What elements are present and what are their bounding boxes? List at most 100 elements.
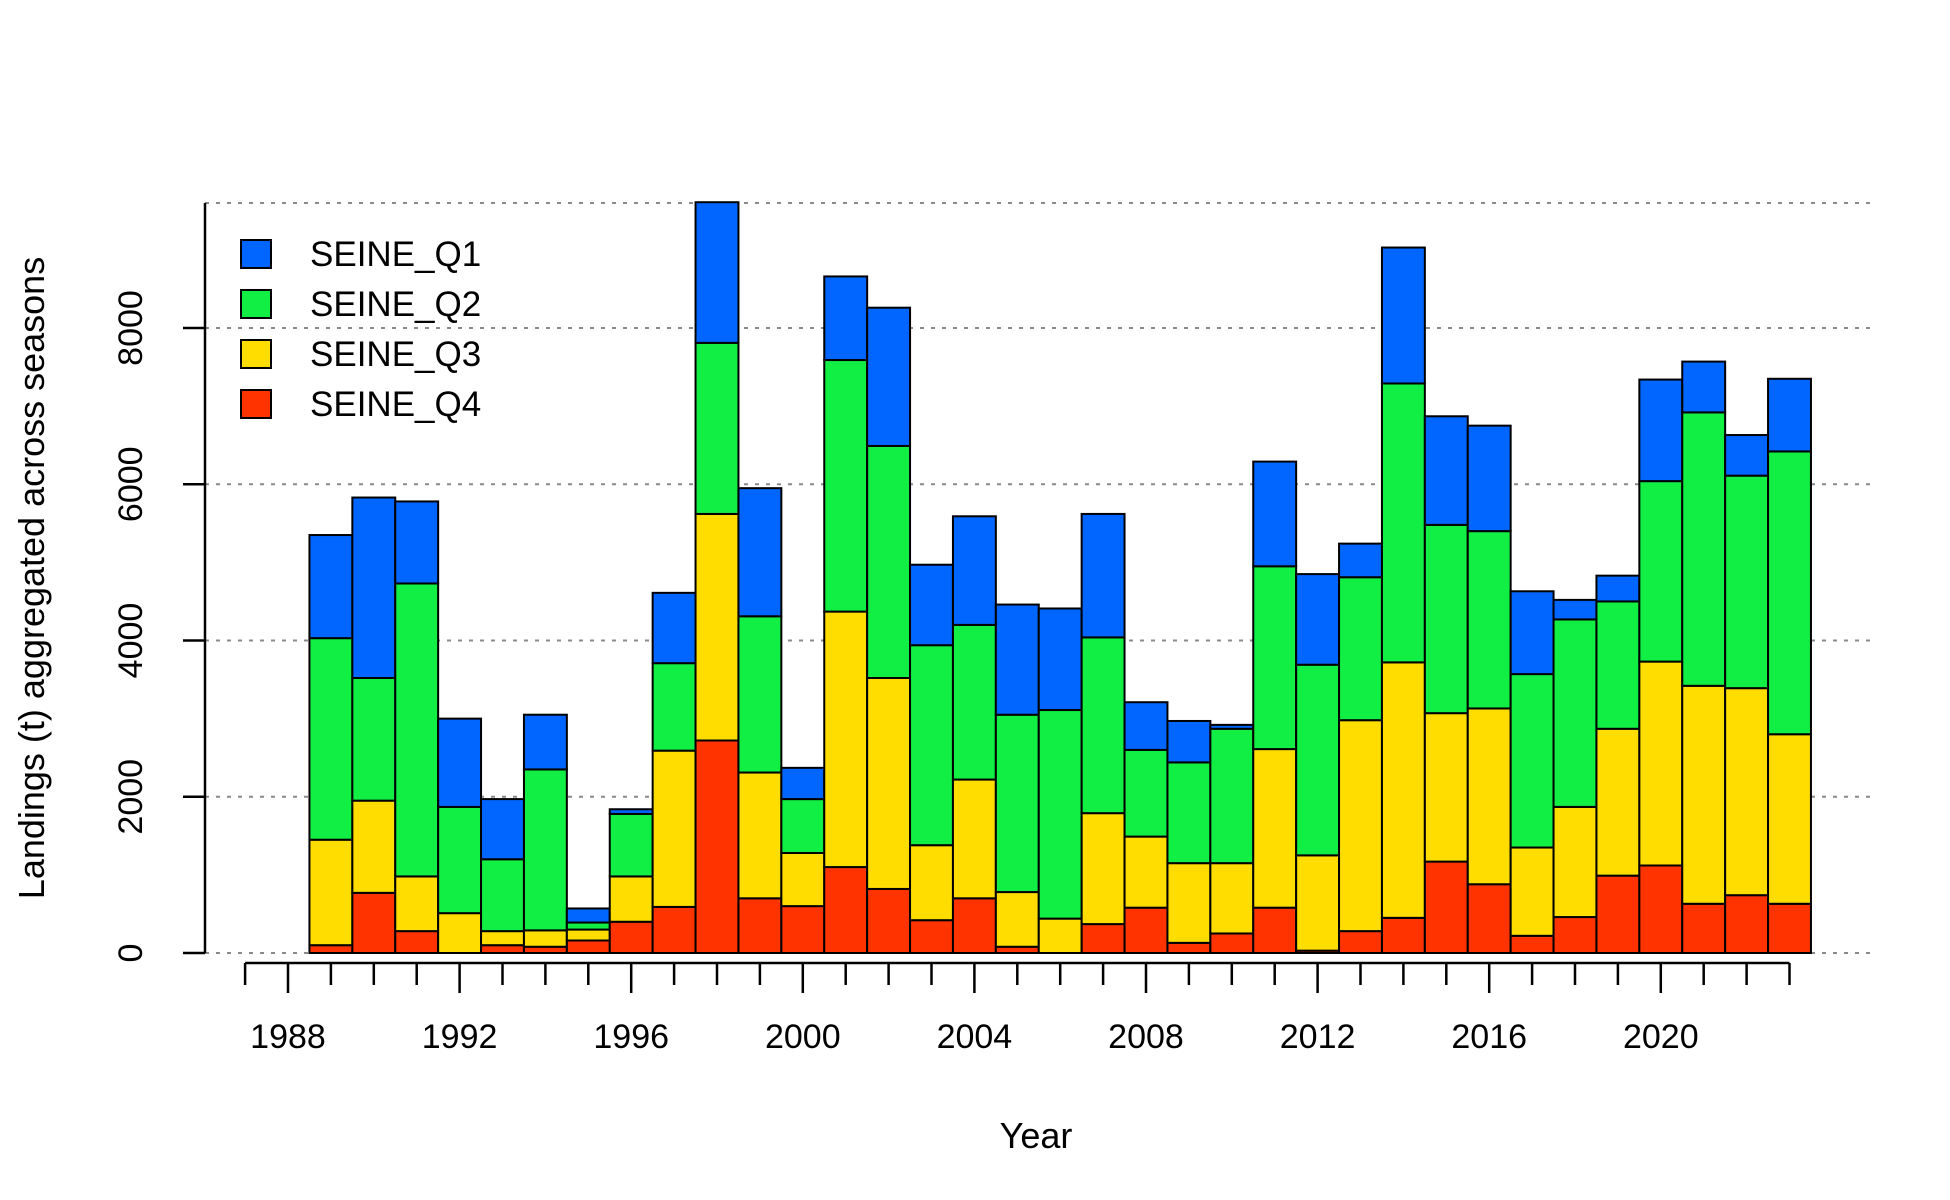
bar-seine_q4-2000 [780, 905, 826, 954]
bar-seine_q4-1997 [651, 905, 697, 954]
bar-seine_q4-1993 [480, 944, 525, 954]
bar-seine_q4-1989 [308, 944, 354, 954]
x-tick-label-2008: 2008 [1108, 1018, 1184, 1056]
bar-seine_q2-2017 [1509, 673, 1555, 849]
bar-seine_q2-1999 [737, 615, 783, 774]
bar-seine_q3-2010 [1209, 862, 1255, 935]
bar-seine_q1-2007 [1080, 512, 1126, 639]
bar-seine_q1-2014 [1380, 246, 1426, 385]
bar-seine_q3-2023 [1767, 733, 1812, 905]
bar-seine_q1-2021 [1681, 360, 1727, 414]
bar-seine_q2-2001 [823, 359, 869, 613]
bar-seine_q3-2012 [1295, 854, 1341, 952]
bar-seine_q3-2003 [909, 844, 954, 922]
bar-seine_q2-2014 [1380, 382, 1426, 664]
bar-seine_q2-2009 [1166, 761, 1212, 865]
bar-seine_q4-2001 [823, 866, 869, 954]
bar-seine_q1-2011 [1252, 460, 1298, 568]
bar-seine_q4-1995 [565, 939, 611, 954]
bar-seine_q4-1991 [394, 930, 440, 954]
bar-seine_q4-2004 [951, 897, 997, 954]
legend-label-seine_q1: SEINE_Q1 [310, 235, 481, 274]
bar-seine_q1-2004 [951, 515, 997, 626]
bar-seine_q2-2020 [1638, 480, 1684, 663]
bar-seine_q1-1991 [394, 500, 440, 585]
bar-seine_q1-1993 [480, 798, 525, 861]
x-tick-label-2004: 2004 [937, 1018, 1013, 1056]
bar-seine_q1-2008 [1123, 701, 1169, 751]
bar-seine_q2-1994 [522, 768, 568, 932]
y-axis-title: Landings (t) aggregated across seasons [11, 257, 52, 899]
bar-seine_q3-2015 [1423, 712, 1469, 863]
bar-seine_q1-2001 [823, 275, 869, 362]
bar-seine_q2-2003 [909, 644, 954, 847]
bar-seine_q1-2016 [1466, 424, 1512, 533]
bar-seine_q2-1989 [308, 637, 354, 841]
bar-seine_q3-1995 [565, 928, 611, 942]
bar-seine_q2-2010 [1209, 727, 1255, 865]
bar-seine_q1-2015 [1423, 415, 1469, 526]
bar-seine_q1-1995 [565, 907, 611, 924]
bar-seine_q3-1990 [351, 799, 397, 894]
axes: 0 2000 4000 6000 8000 1988 1992 1996 2000 2004 200… [112, 203, 1791, 1056]
legend-swatch-seine_q1 [240, 239, 272, 269]
bar-seine_q4-2016 [1466, 883, 1512, 954]
bar-seine_q3-1994 [522, 929, 568, 948]
bar-seine_q4-1990 [351, 891, 397, 954]
x-tick-label-2012: 2012 [1280, 1018, 1356, 1056]
legend-label-seine_q4: SEINE_Q4 [310, 385, 481, 424]
bar-seine_q4-2011 [1252, 906, 1298, 954]
bar-seine_q2-2013 [1338, 576, 1383, 722]
bar-seine_q2-2019 [1595, 600, 1641, 730]
bar-seine_q1-2002 [866, 306, 912, 447]
bar-seine_q2-1991 [394, 582, 440, 878]
bar-seine_q1-2000 [780, 766, 826, 801]
bar-seine_q3-2002 [866, 677, 912, 890]
bar-seine_q3-2018 [1552, 805, 1598, 919]
bar-seine_q2-1992 [437, 805, 483, 915]
bar-seine_q2-2012 [1295, 663, 1341, 857]
bar-seine_q3-2005 [994, 891, 1040, 948]
bar-seine_q3-2009 [1166, 862, 1212, 944]
legend-label-seine_q3: SEINE_Q3 [310, 335, 481, 374]
bar-seine_q2-2022 [1724, 474, 1770, 690]
bar-seine_q4-2014 [1380, 916, 1426, 954]
bar-seine_q2-2018 [1552, 618, 1598, 808]
bar-seine_q3-2021 [1681, 684, 1727, 905]
bar-seine_q4-2007 [1080, 923, 1126, 954]
bar-seine_q1-1989 [308, 534, 354, 640]
bar-seine_q3-2017 [1509, 846, 1555, 937]
x-tick-label-2016: 2016 [1451, 1018, 1527, 1056]
bar-seine_q3-1992 [437, 912, 483, 954]
bar-seine_q2-2023 [1767, 450, 1812, 736]
bar-seine_q2-2004 [951, 623, 997, 781]
x-tick-label-1988: 1988 [250, 1018, 326, 1056]
bar-seine_q3-2016 [1466, 707, 1512, 886]
legend-swatch-seine_q4 [240, 389, 272, 419]
bar-seine_q4-2013 [1338, 930, 1383, 954]
bar-seine_q4-2020 [1638, 864, 1684, 954]
bar-seine_q3-2011 [1252, 748, 1298, 909]
bar-seine_q2-1996 [608, 812, 654, 878]
bar-seine_q1-1994 [522, 713, 568, 771]
bar-seine_q4-1996 [608, 920, 654, 954]
y-tick-label-4000: 4000 [112, 603, 150, 679]
bar-seine_q2-2015 [1423, 523, 1469, 715]
bar-seine_q2-2021 [1681, 411, 1727, 687]
bar-seine_q3-2006 [1037, 917, 1083, 954]
x-axis-title: Year [1000, 1115, 1073, 1156]
bar-seine_q1-2012 [1295, 573, 1341, 666]
bar-seine_q3-1998 [694, 512, 740, 742]
bar-seine_q3-2019 [1595, 727, 1641, 877]
bar-seine_q1-1992 [437, 717, 483, 808]
bar-seine_q1-2005 [994, 603, 1040, 716]
bar-seine_q1-2022 [1724, 434, 1770, 477]
bar-seine_q4-2015 [1423, 860, 1469, 954]
bar-seine_q2-1990 [351, 677, 397, 802]
bar-seine_q4-1998 [694, 739, 740, 954]
bar-seine_q4-2022 [1724, 894, 1770, 954]
bar-seine_q2-2007 [1080, 636, 1126, 815]
bar-seine_q2-2011 [1252, 565, 1298, 751]
bar-seine_q3-1997 [651, 749, 697, 908]
bar-seine_q1-1997 [651, 591, 697, 665]
